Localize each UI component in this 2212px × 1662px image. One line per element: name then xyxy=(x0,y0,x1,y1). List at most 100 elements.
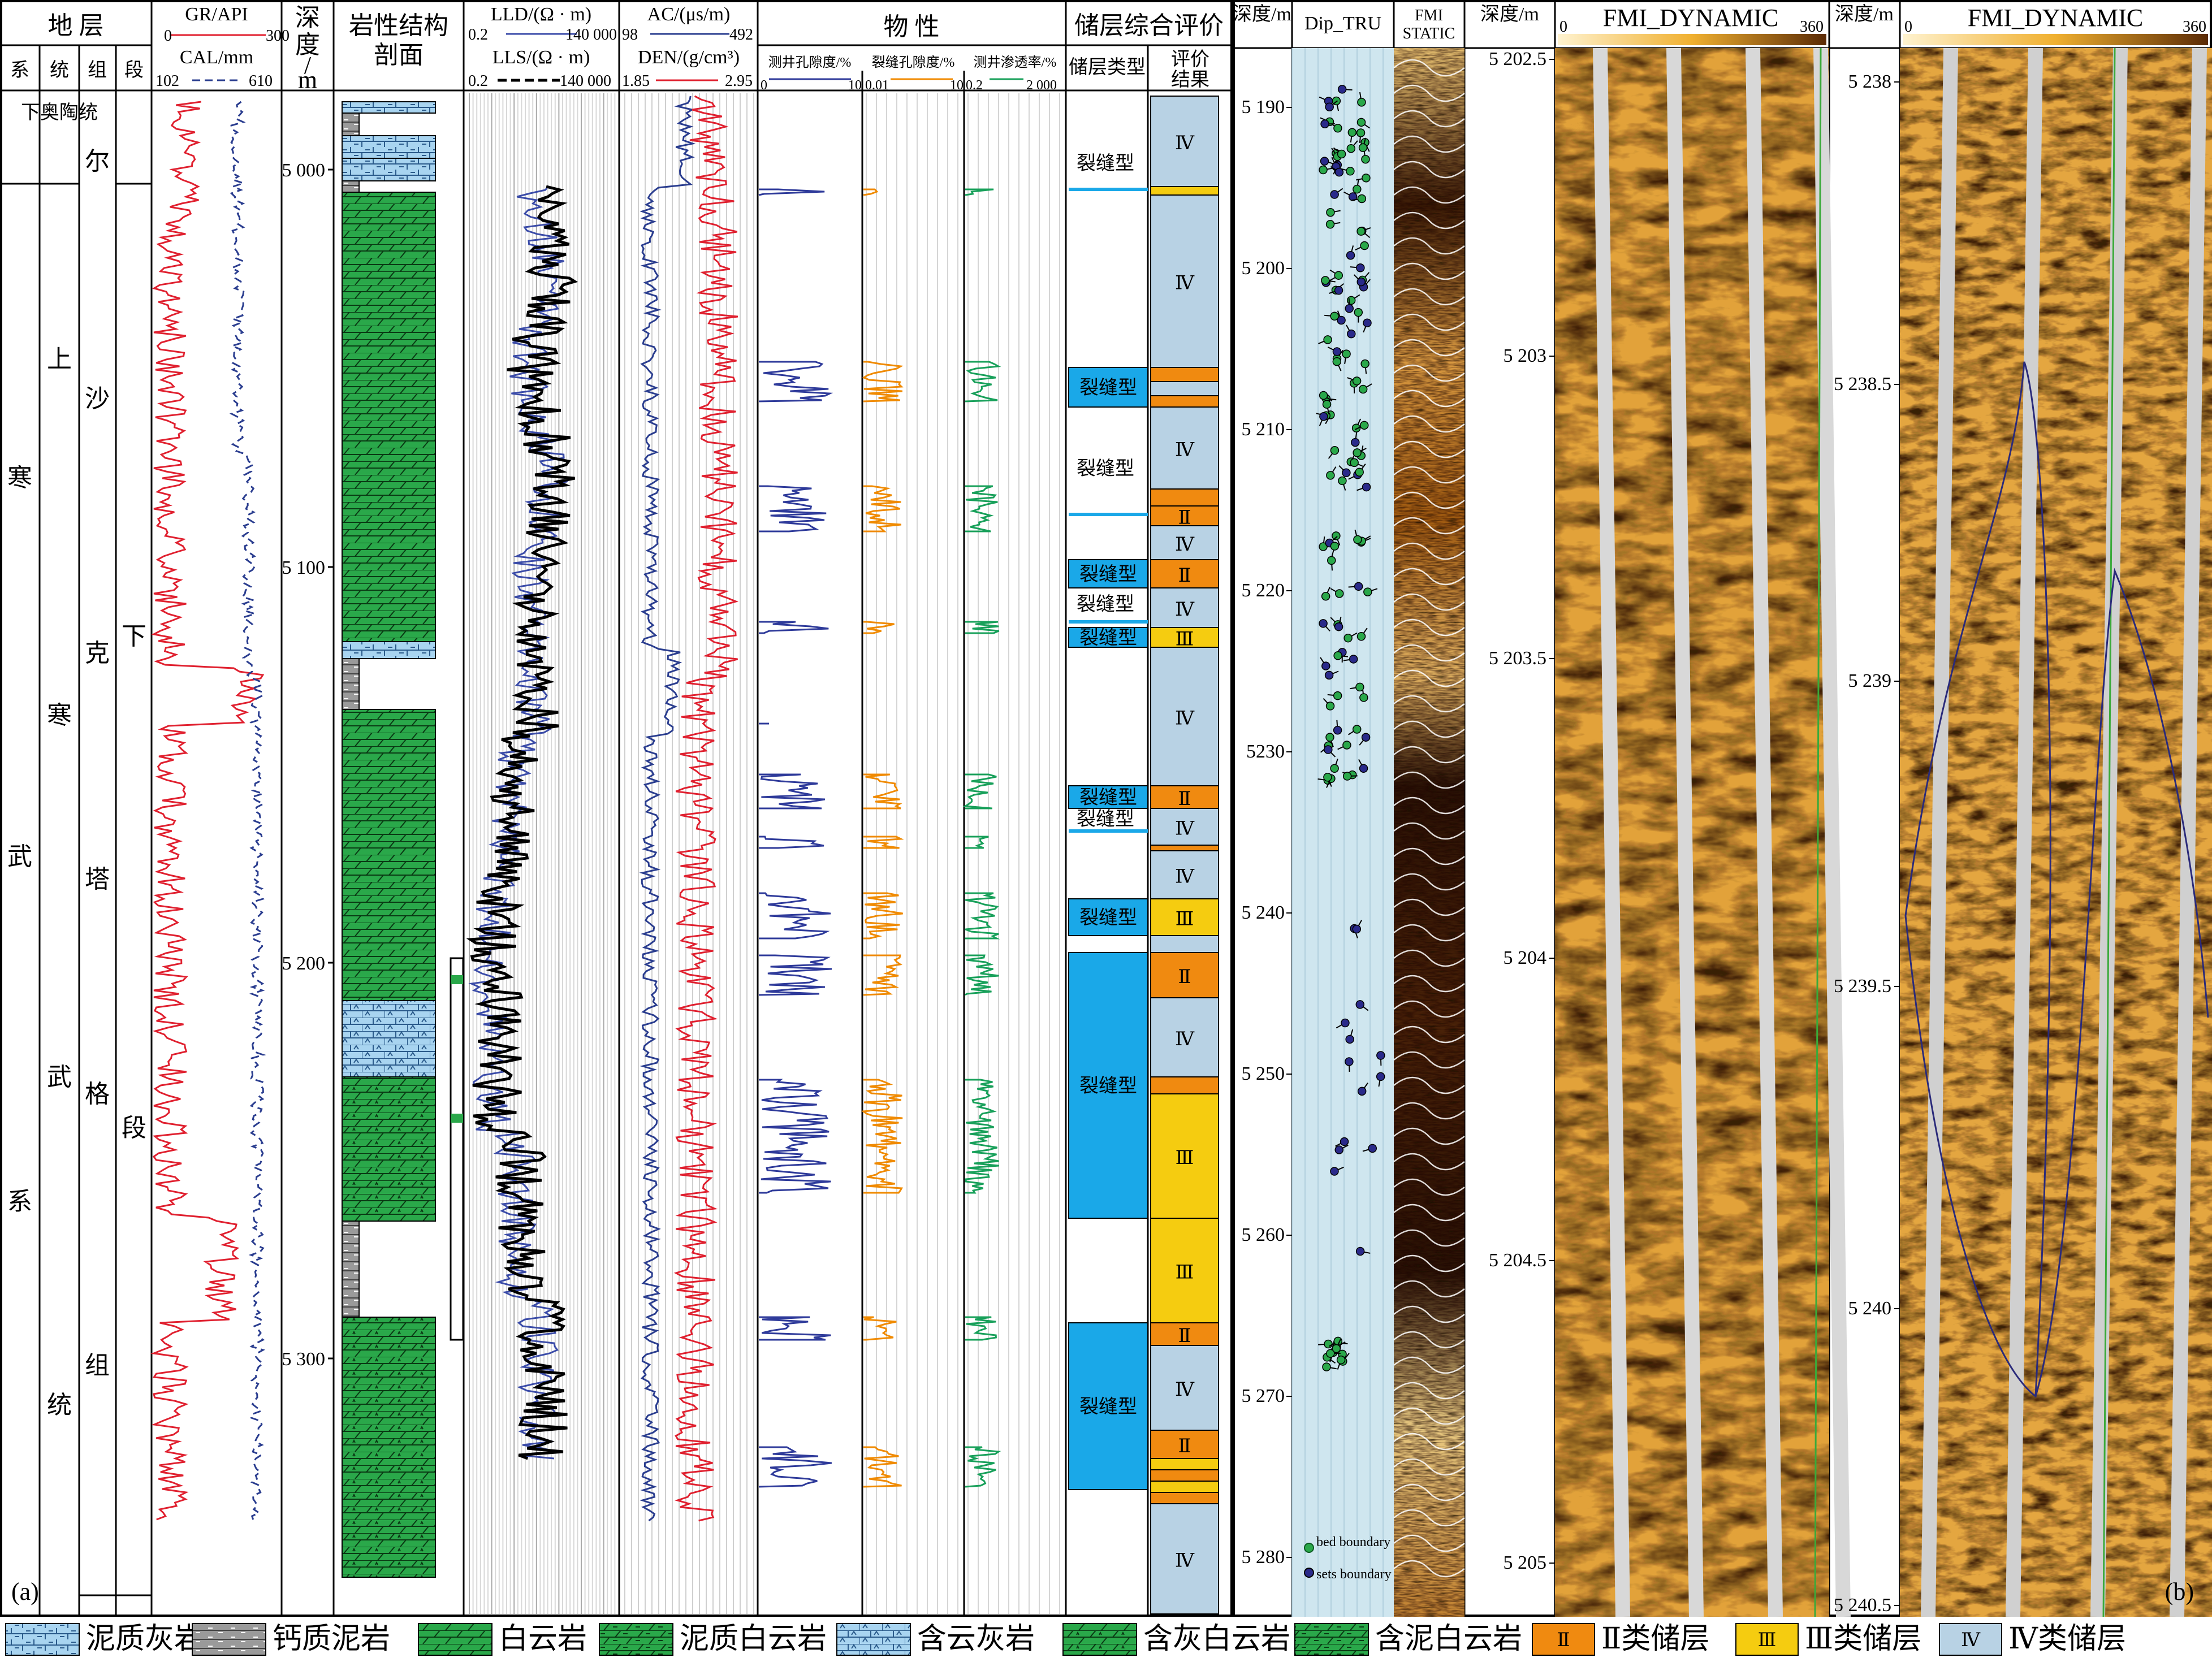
legend-reservoir-mark: Ⅱ xyxy=(1557,1630,1570,1651)
static-sinusoid xyxy=(1393,313,1465,331)
core-interval-bar xyxy=(450,957,464,1341)
tadpole-head xyxy=(1356,227,1366,236)
porosity-spike xyxy=(758,188,825,196)
porosity-spike xyxy=(759,773,826,810)
grade-block xyxy=(1150,367,1219,382)
tadpole-head xyxy=(1323,335,1332,344)
tadpole-head xyxy=(1360,359,1369,369)
tadpole-head xyxy=(1337,315,1346,325)
strat-header-title: 地 层 xyxy=(48,12,104,40)
system-char-1: 寒 xyxy=(7,464,32,492)
formation-char-2: 克 xyxy=(85,639,110,667)
tadpole-head xyxy=(1353,448,1362,457)
svg-text:GR/API: GR/API xyxy=(185,4,248,25)
static-sinusoid xyxy=(1393,949,1465,967)
static-sinusoid xyxy=(1393,415,1465,433)
grade-block xyxy=(1150,1322,1219,1346)
tadpole-head xyxy=(1353,535,1362,544)
tadpole-head xyxy=(1356,277,1366,287)
legend-label: 含灰白云岩 xyxy=(1143,1623,1290,1655)
svg-text:140 000: 140 000 xyxy=(560,72,611,90)
resistivity-header: LLD/(Ω · m) 0.2 140 000 LLS/(Ω · m) 0.2 … xyxy=(468,4,617,90)
lld-curve xyxy=(466,185,578,1460)
dip-tick-label: 5 270 xyxy=(1242,1386,1285,1406)
tadpole-head xyxy=(1347,329,1356,339)
legend-label: 钙质泥岩 xyxy=(273,1623,390,1655)
formation-top-char: 尔 xyxy=(85,148,110,175)
legend-reservoir-mark: Ⅳ xyxy=(1961,1630,1981,1651)
strat-col-system: 系 xyxy=(10,60,29,81)
grade-label: Ⅱ xyxy=(1178,508,1191,529)
svg-text:深度/m: 深度/m xyxy=(1233,3,1291,25)
image1-depth-ticks: 5 202.5 5 203 5 203.5 5 204 5 204.5 5 205 xyxy=(1489,49,1555,1573)
pad-gap xyxy=(1921,47,1958,1617)
tadpole-head xyxy=(1330,1167,1339,1176)
reservoir-type-block xyxy=(1068,1322,1148,1490)
static-sinusoid xyxy=(1393,1204,1465,1222)
legend-swatch xyxy=(418,1623,492,1656)
legend-label: 含云灰岩 xyxy=(917,1623,1035,1655)
legend-label: 含泥白云岩 xyxy=(1375,1623,1522,1655)
static-sinusoid xyxy=(1393,110,1465,128)
grade-block xyxy=(1150,627,1219,648)
static-sinusoid xyxy=(1393,1178,1465,1196)
tadpole-head xyxy=(1361,154,1370,164)
svg-text:/: / xyxy=(304,51,312,79)
grade-block xyxy=(1150,505,1219,526)
porosity-spike xyxy=(759,1316,831,1341)
tadpole-head xyxy=(1325,102,1334,111)
fracture-porosity-spike xyxy=(863,954,902,996)
tadpole-head xyxy=(1354,308,1363,317)
static-sinusoid xyxy=(1393,720,1465,738)
grade-block xyxy=(1150,96,1219,187)
tadpole-head xyxy=(1322,400,1332,409)
tadpole-head xyxy=(1342,349,1351,358)
static-sinusoid xyxy=(1393,1000,1465,1018)
depth-ticks: 5 000 5 100 5 200 5 300 xyxy=(282,160,334,1370)
grade-block xyxy=(1150,785,1219,809)
svg-text:深度/m: 深度/m xyxy=(1835,3,1894,25)
image1-tick-label: 5 203 xyxy=(1504,345,1547,366)
static-sinusoid xyxy=(1393,135,1465,153)
static-sinusoid xyxy=(1393,466,1465,484)
grade-block xyxy=(1150,395,1219,408)
dip-tadpoles xyxy=(1316,85,1385,1371)
fmi-dynamic-image-2 xyxy=(1900,47,2212,1617)
static-sinusoid xyxy=(1393,389,1465,408)
resistivity-grid xyxy=(469,93,616,1614)
grade-block xyxy=(1150,587,1219,628)
grade-label: Ⅳ xyxy=(1175,1379,1195,1400)
tadpole-head xyxy=(1325,702,1335,711)
legend-label: 白云岩 xyxy=(499,1623,587,1655)
svg-text:140 000: 140 000 xyxy=(565,26,617,44)
tool-trace xyxy=(2102,47,2116,1617)
legend-reservoir-swatch xyxy=(1532,1623,1595,1656)
tadpole-head xyxy=(1332,347,1342,356)
svg-text:0.2: 0.2 xyxy=(468,72,488,90)
svg-text:测井渗透率/%: 测井渗透率/% xyxy=(974,55,1057,70)
grade-block xyxy=(1150,1481,1219,1493)
fracture-trace-2 xyxy=(2034,568,2209,1397)
legend-reservoir-mark: Ⅲ xyxy=(1758,1630,1777,1651)
tadpole-head xyxy=(1346,144,1356,153)
tadpole-head xyxy=(1352,725,1362,734)
tadpole-head xyxy=(1332,531,1341,540)
pad-gap xyxy=(1593,47,1630,1617)
tadpole-head xyxy=(1321,276,1330,285)
static-sinusoid xyxy=(1393,975,1465,993)
fracture-porosity-spike xyxy=(863,1446,902,1488)
svg-text:1.85: 1.85 xyxy=(622,72,650,90)
svg-text:物 性: 物 性 xyxy=(884,13,940,41)
static-sinusoid xyxy=(1393,822,1465,840)
static-sinusoid xyxy=(1393,1534,1465,1552)
ac-den-curves xyxy=(639,95,739,1522)
strat-col-member: 段 xyxy=(124,59,144,81)
svg-text:492: 492 xyxy=(729,26,753,44)
grade-block xyxy=(1150,1093,1219,1219)
grade-block xyxy=(1150,381,1219,396)
lith-header-line1: 岩性结构 xyxy=(349,12,448,40)
porosity-spike xyxy=(758,361,833,402)
panel-a-border xyxy=(0,0,1233,1617)
legend-swatch xyxy=(5,1623,80,1656)
tadpole-head xyxy=(1325,220,1335,229)
